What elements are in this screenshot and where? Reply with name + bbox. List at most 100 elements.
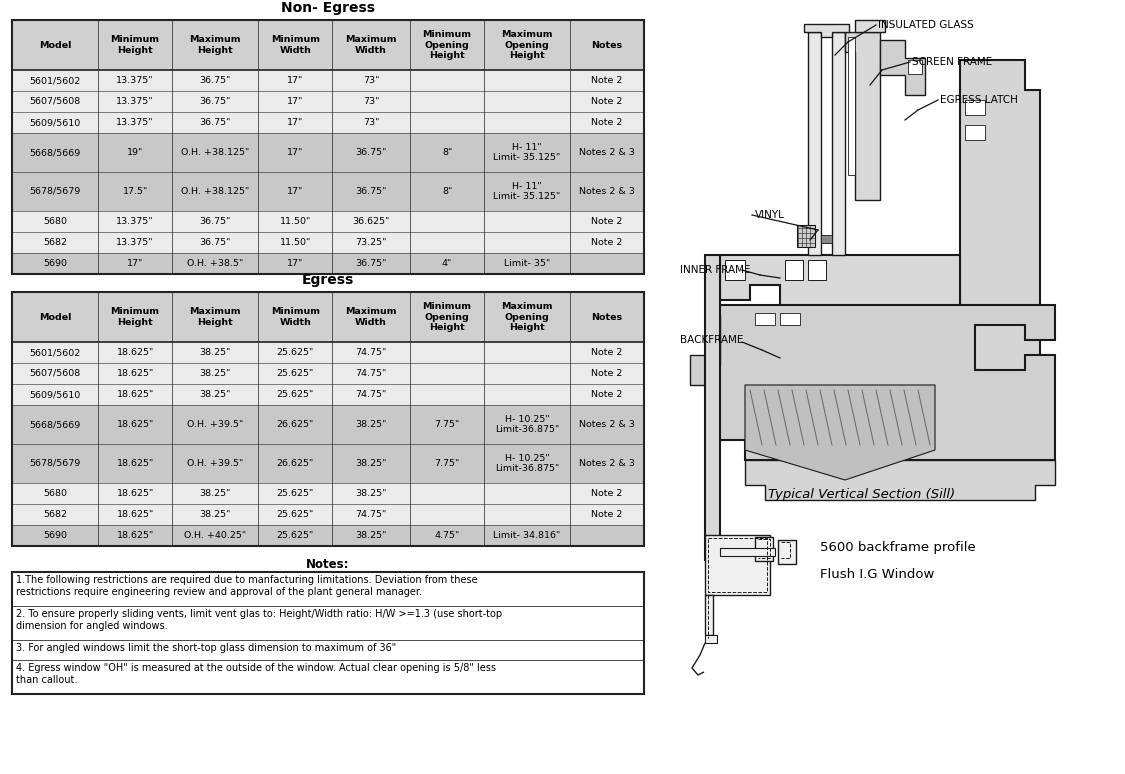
Text: O.H. +38.125": O.H. +38.125": [181, 187, 250, 196]
Bar: [12, 444, 643, 483]
Bar: [785, 260, 803, 280]
Text: 13.375": 13.375": [116, 76, 154, 85]
Bar: [855, 20, 885, 32]
Text: 36.75": 36.75": [199, 217, 231, 226]
Bar: [724, 260, 745, 280]
Text: H- 11"
Limit- 35.125": H- 11" Limit- 35.125": [494, 142, 560, 163]
Text: 5682: 5682: [43, 238, 68, 247]
Bar: [12, 232, 643, 253]
Text: 38.25": 38.25": [199, 390, 231, 399]
Text: O.H. +39.5": O.H. +39.5": [187, 459, 243, 468]
Text: INSULATED GLASS: INSULATED GLASS: [878, 20, 974, 30]
Text: 5609/5610: 5609/5610: [29, 118, 81, 127]
Text: 73": 73": [363, 97, 379, 106]
Text: Note 2: Note 2: [592, 217, 623, 226]
Text: Limit- 35": Limit- 35": [504, 259, 550, 268]
Text: BACKFRAME: BACKFRAME: [680, 335, 744, 345]
Bar: [832, 32, 845, 255]
Text: Minimum
Width: Minimum Width: [271, 36, 320, 55]
Text: Maximum
Width: Maximum Width: [345, 307, 397, 327]
Text: 17": 17": [287, 76, 304, 85]
Text: 38.25": 38.25": [356, 489, 387, 498]
Text: Minimum
Width: Minimum Width: [271, 307, 320, 327]
Text: 8": 8": [442, 148, 452, 157]
Text: Notes:: Notes:: [306, 558, 350, 571]
Text: 25.625": 25.625": [277, 348, 314, 357]
Bar: [705, 635, 717, 643]
Text: Maximum
Opening
Height: Maximum Opening Height: [502, 30, 552, 60]
Bar: [12, 91, 643, 112]
Text: 25.625": 25.625": [277, 489, 314, 498]
Text: Model: Model: [39, 313, 71, 321]
Polygon shape: [745, 460, 1055, 500]
Text: 25.625": 25.625": [277, 531, 314, 540]
Text: Notes 2 & 3: Notes 2 & 3: [579, 459, 634, 468]
Bar: [12, 405, 643, 444]
Text: H- 11"
Limit- 35.125": H- 11" Limit- 35.125": [494, 182, 560, 201]
Text: 11.50": 11.50": [279, 238, 310, 247]
Text: 5682: 5682: [43, 510, 68, 519]
Text: Note 2: Note 2: [592, 489, 623, 498]
Text: O.H. +39.5": O.H. +39.5": [187, 420, 243, 429]
Text: 74.75": 74.75": [356, 510, 387, 519]
Bar: [705, 595, 713, 635]
Text: Flush I.G Window: Flush I.G Window: [820, 568, 935, 581]
Bar: [780, 313, 800, 325]
Text: 5680: 5680: [43, 217, 68, 226]
Text: 74.75": 74.75": [356, 348, 387, 357]
Bar: [12, 253, 643, 274]
Polygon shape: [804, 24, 849, 37]
Text: 17": 17": [287, 148, 304, 157]
Text: Model: Model: [39, 40, 71, 50]
Text: Notes: Notes: [592, 40, 622, 50]
Bar: [848, 37, 855, 175]
Text: 18.625": 18.625": [117, 420, 154, 429]
Text: Note 2: Note 2: [592, 510, 623, 519]
Text: 13.375": 13.375": [116, 217, 154, 226]
Text: 5668/5669: 5668/5669: [29, 420, 81, 429]
Text: Minimum
Opening
Height: Minimum Opening Height: [423, 302, 471, 332]
Bar: [12, 525, 643, 546]
Text: 3. For angled windows limit the short-top glass dimension to maximum of 36": 3. For angled windows limit the short-to…: [16, 643, 396, 653]
Bar: [12, 112, 643, 133]
Polygon shape: [880, 40, 925, 95]
Bar: [778, 540, 796, 564]
Text: 38.25": 38.25": [199, 369, 231, 378]
Text: 5601/5602: 5601/5602: [29, 76, 81, 85]
Text: Note 2: Note 2: [592, 390, 623, 399]
Text: 11.50": 11.50": [279, 217, 310, 226]
Text: Notes 2 & 3: Notes 2 & 3: [579, 187, 634, 196]
Bar: [908, 60, 922, 74]
Text: 74.75": 74.75": [356, 369, 387, 378]
Bar: [12, 20, 643, 274]
Text: Maximum
Opening
Height: Maximum Opening Height: [502, 302, 552, 332]
Bar: [705, 535, 770, 595]
Text: O.H. +38.125": O.H. +38.125": [181, 148, 250, 157]
Bar: [12, 660, 643, 694]
Text: 8": 8": [442, 187, 452, 196]
Bar: [12, 504, 643, 525]
Text: 4": 4": [442, 259, 452, 268]
Text: 25.625": 25.625": [277, 510, 314, 519]
Text: 7.75": 7.75": [434, 459, 460, 468]
Bar: [12, 606, 643, 640]
Text: 17": 17": [127, 259, 143, 268]
Bar: [12, 572, 643, 606]
Text: 17.5": 17.5": [123, 187, 147, 196]
Bar: [796, 225, 814, 247]
Text: Notes 2 & 3: Notes 2 & 3: [579, 148, 634, 157]
Polygon shape: [745, 385, 935, 480]
Text: 18.625": 18.625": [117, 348, 154, 357]
Bar: [12, 384, 643, 405]
Bar: [965, 125, 986, 140]
Bar: [12, 572, 643, 694]
Text: 17": 17": [287, 187, 304, 196]
Text: 18.625": 18.625": [117, 510, 154, 519]
Text: 18.625": 18.625": [117, 531, 154, 540]
Text: 17": 17": [287, 118, 304, 127]
Text: Limit- 34.816": Limit- 34.816": [494, 531, 560, 540]
Text: 5668/5669: 5668/5669: [29, 148, 81, 157]
Text: 5607/5608: 5607/5608: [29, 97, 81, 106]
Text: Maximum
Height: Maximum Height: [189, 307, 241, 327]
Text: 73": 73": [363, 118, 379, 127]
